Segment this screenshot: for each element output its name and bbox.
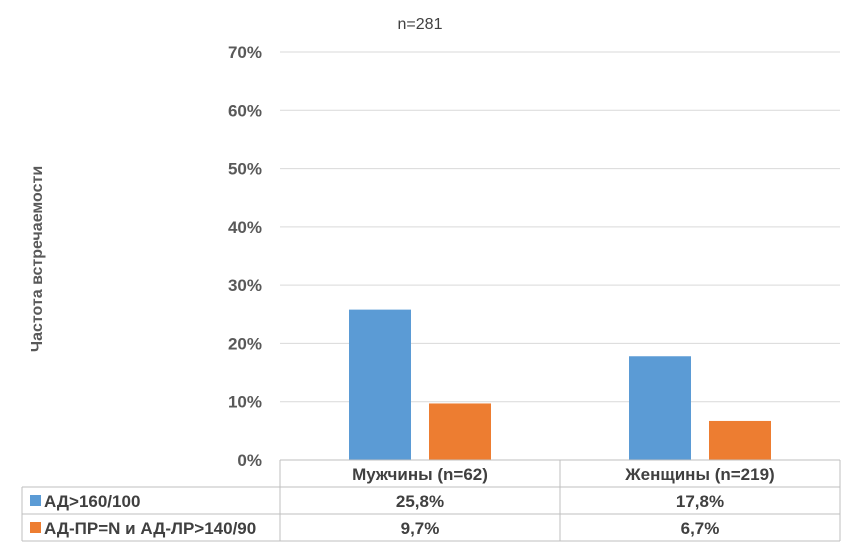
y-tick-label: 70%: [228, 43, 262, 62]
bar-series-1-cat-1: [709, 420, 771, 460]
category-label: Женщины (n=219): [624, 465, 774, 484]
data-table: Мужчины (n=62) Женщины (n=219) АД>160/100 2…: [21, 459, 841, 542]
data-label: 25,8%: [396, 492, 444, 511]
data-label: 6,7%: [681, 519, 720, 538]
legend-swatch: [30, 495, 41, 506]
y-tick-label: 60%: [228, 101, 262, 120]
y-tick-label: 40%: [228, 218, 262, 237]
data-label: 17,8%: [676, 492, 724, 511]
chart-subtitle: n=281: [398, 16, 443, 33]
y-axis-label: Частота встречаемости: [29, 166, 46, 352]
y-tick-label: 30%: [228, 276, 262, 295]
bars: [349, 309, 771, 460]
y-tick-label: 10%: [228, 393, 262, 412]
bar-series-1-cat-0: [429, 403, 491, 460]
data-label: 9,7%: [401, 519, 440, 538]
legend-label: АД>160/100: [44, 492, 140, 511]
category-label: Мужчины (n=62): [352, 465, 488, 484]
bar-series-0-cat-0: [349, 309, 411, 460]
legend-swatch: [30, 522, 41, 533]
y-tick-label: 0%: [237, 451, 262, 470]
y-tick-labels: 0% 10% 20% 30% 40% 50% 60% 70%: [228, 43, 262, 470]
y-tick-label: 50%: [228, 160, 262, 179]
y-tick-label: 20%: [228, 334, 262, 353]
bar-series-0-cat-1: [629, 356, 691, 460]
legend-label: АД-ПР=N и АД-ЛР>140/90: [44, 519, 256, 538]
